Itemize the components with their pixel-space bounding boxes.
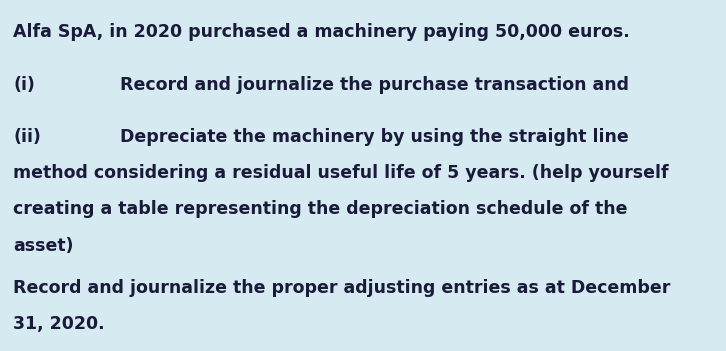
Text: Record and journalize the proper adjusting entries as at December: Record and journalize the proper adjusti… bbox=[13, 279, 670, 297]
Text: method considering a residual useful life of 5 years. (help yourself: method considering a residual useful lif… bbox=[13, 164, 669, 182]
Text: asset): asset) bbox=[13, 237, 73, 254]
Text: (i): (i) bbox=[13, 75, 35, 93]
Text: Alfa SpA, in 2020 purchased a machinery paying 50,000 euros.: Alfa SpA, in 2020 purchased a machinery … bbox=[13, 23, 630, 41]
Text: creating a table representing the depreciation schedule of the: creating a table representing the deprec… bbox=[13, 200, 627, 218]
Text: 31, 2020.: 31, 2020. bbox=[13, 315, 105, 333]
Text: Depreciate the machinery by using the straight line: Depreciate the machinery by using the st… bbox=[120, 128, 629, 146]
Text: (ii): (ii) bbox=[13, 128, 41, 146]
Text: Record and journalize the purchase transaction and: Record and journalize the purchase trans… bbox=[120, 75, 629, 93]
